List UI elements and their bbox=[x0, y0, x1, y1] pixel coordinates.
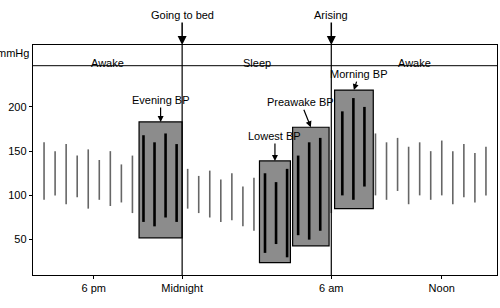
svg-text:Awake: Awake bbox=[398, 57, 431, 69]
svg-text:Evening BP: Evening BP bbox=[132, 94, 189, 106]
svg-text:mmHg: mmHg bbox=[0, 47, 29, 59]
svg-text:Midnight: Midnight bbox=[161, 282, 203, 294]
svg-text:Preawake BP: Preawake BP bbox=[267, 96, 334, 108]
svg-text:Sleep: Sleep bbox=[243, 57, 271, 69]
svg-text:Noon: Noon bbox=[429, 282, 455, 294]
svg-text:6 pm: 6 pm bbox=[82, 282, 106, 294]
svg-text:100: 100 bbox=[8, 189, 26, 201]
svg-text:50: 50 bbox=[14, 233, 26, 245]
svg-text:150: 150 bbox=[8, 145, 26, 157]
svg-text:6 am: 6 am bbox=[319, 282, 343, 294]
svg-text:Going to bed: Going to bed bbox=[151, 9, 214, 21]
svg-text:200: 200 bbox=[8, 101, 26, 113]
svg-text:Morning BP: Morning BP bbox=[330, 68, 387, 80]
svg-text:Lowest BP: Lowest BP bbox=[248, 130, 301, 142]
svg-text:Awake: Awake bbox=[91, 57, 124, 69]
svg-text:Arising: Arising bbox=[314, 9, 348, 21]
